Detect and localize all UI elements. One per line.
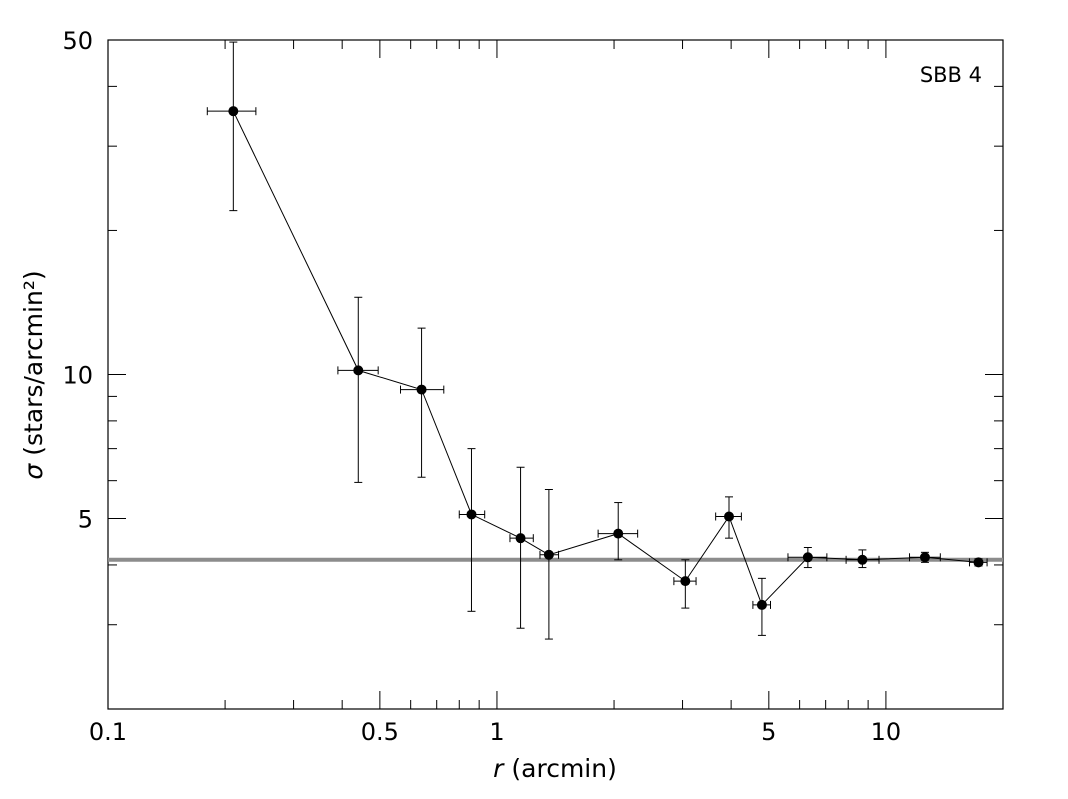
data-point — [416, 384, 427, 395]
x-tick-label: 1 — [489, 718, 504, 746]
y-tick-label: 5 — [78, 506, 93, 534]
data-point — [680, 576, 691, 587]
data-point — [613, 528, 624, 539]
x-axis-title: r (arcmin) — [493, 754, 617, 783]
x-tick-label: 0.1 — [89, 718, 127, 746]
chart-annotation: SBB 4 — [920, 63, 982, 87]
x-axis-variable: r — [493, 754, 505, 783]
y-tick-label: 10 — [62, 362, 93, 390]
x-tick-label: 0.5 — [361, 718, 399, 746]
y-tick-label: 50 — [62, 27, 93, 55]
data-point — [724, 511, 735, 522]
data-point — [543, 549, 554, 560]
series-line — [232, 110, 979, 606]
x-axis-unit: (arcmin) — [511, 754, 616, 783]
x-tick-label: 10 — [871, 718, 902, 746]
data-point — [228, 106, 239, 117]
data-point — [515, 533, 526, 544]
data-point — [756, 599, 767, 610]
data-point — [857, 554, 868, 565]
x-tick-label: 5 — [761, 718, 776, 746]
y-axis-variable: σ — [19, 463, 48, 480]
y-axis-title: σ (stars/arcmin²) — [19, 270, 48, 479]
data-point — [973, 557, 984, 568]
data-point — [466, 509, 477, 520]
data-series — [206, 41, 988, 640]
plot-frame — [107, 39, 1004, 710]
y-axis-unit: (stars/arcmin²) — [19, 270, 48, 455]
axis-ticks — [107, 39, 1004, 710]
data-point — [353, 365, 364, 376]
data-point — [919, 552, 930, 563]
data-point — [802, 552, 813, 563]
